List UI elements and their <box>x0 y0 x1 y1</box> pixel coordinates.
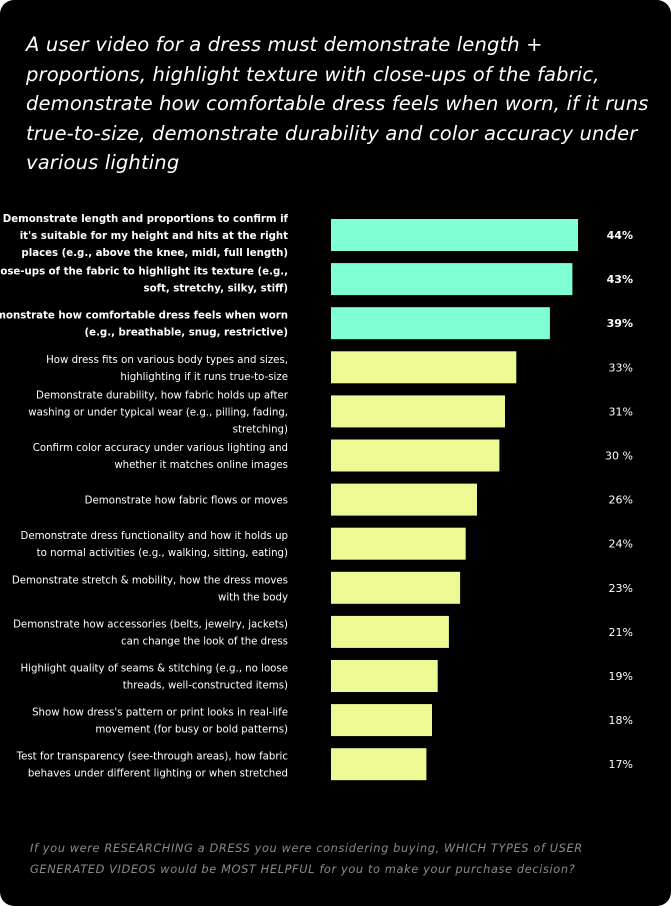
bar <box>331 615 449 648</box>
category-label: Demonstrate length and proportions to co… <box>3 214 289 259</box>
bar-row: Test for transparency (see-through areas… <box>16 748 633 781</box>
bar <box>331 351 517 384</box>
bar <box>331 219 578 251</box>
value-label: 21% <box>609 626 633 639</box>
category-label: Test for transparency (see-through areas… <box>16 752 288 780</box>
category-label: Demonstrate how comfortable dress feels … <box>0 311 288 339</box>
value-label: 19% <box>609 670 633 683</box>
bar-row: Demonstrate how fabric flows or moves 26% <box>85 483 633 516</box>
bar <box>331 571 461 604</box>
category-label: How dress fits on various body types and… <box>46 355 288 383</box>
bar-row: Demonstrate durability, how fabric holds… <box>28 390 633 435</box>
category-label: Highlight quality of seams & stitching (… <box>21 664 289 692</box>
category-label: Show how dress's pattern or print looks … <box>32 708 288 736</box>
category-label: Demonstrate dress functionality and how … <box>21 531 289 559</box>
value-label: 30 % <box>605 450 633 463</box>
bar-row: How dress fits on various body types and… <box>46 351 633 384</box>
bar <box>331 439 500 472</box>
bar-row: Close-ups of the fabric to highlight its… <box>0 263 633 296</box>
bar-row: Demonstrate stretch & mobility, how the … <box>12 571 633 604</box>
value-label: 18% <box>609 714 633 727</box>
bar <box>331 660 438 692</box>
bar <box>331 307 550 340</box>
bar <box>331 263 573 296</box>
bar <box>331 748 427 781</box>
bar <box>331 395 505 428</box>
value-label: 31% <box>609 405 633 418</box>
bar-row: Demonstrate how accessories (belts, jewe… <box>13 615 633 648</box>
bar <box>331 483 477 516</box>
value-label: 44% <box>607 229 633 242</box>
bar-row: Show how dress's pattern or print looks … <box>32 704 633 737</box>
bar-row: Demonstrate dress functionality and how … <box>21 527 633 560</box>
value-label: 24% <box>609 538 633 551</box>
headline: A user video for a dress must demonstrat… <box>26 33 649 174</box>
survey-question-footnote: If you were RESEARCHING a DRESS you were… <box>30 841 583 876</box>
bar-row: Demonstrate length and proportions to co… <box>3 214 633 259</box>
category-label: Demonstrate how accessories (belts, jewe… <box>13 619 288 647</box>
value-label: 33% <box>609 361 633 374</box>
category-label: Close-ups of the fabric to highlight its… <box>0 267 288 295</box>
bar-row: Confirm color accuracy under various lig… <box>33 439 633 472</box>
bar <box>331 704 432 737</box>
value-label: 23% <box>609 582 633 595</box>
category-label: Demonstrate how fabric flows or moves <box>85 496 288 507</box>
value-label: 43% <box>607 273 633 286</box>
category-label: Demonstrate durability, how fabric holds… <box>28 390 289 435</box>
bar-row: Highlight quality of seams & stitching (… <box>21 660 633 692</box>
bar-row: Demonstrate how comfortable dress feels … <box>0 307 633 340</box>
category-label: Demonstrate stretch & mobility, how the … <box>12 575 288 603</box>
value-label: 17% <box>609 758 633 771</box>
category-label: Confirm color accuracy under various lig… <box>33 443 288 471</box>
value-label: 39% <box>607 317 633 330</box>
value-label: 26% <box>609 494 633 507</box>
bar <box>331 527 466 560</box>
